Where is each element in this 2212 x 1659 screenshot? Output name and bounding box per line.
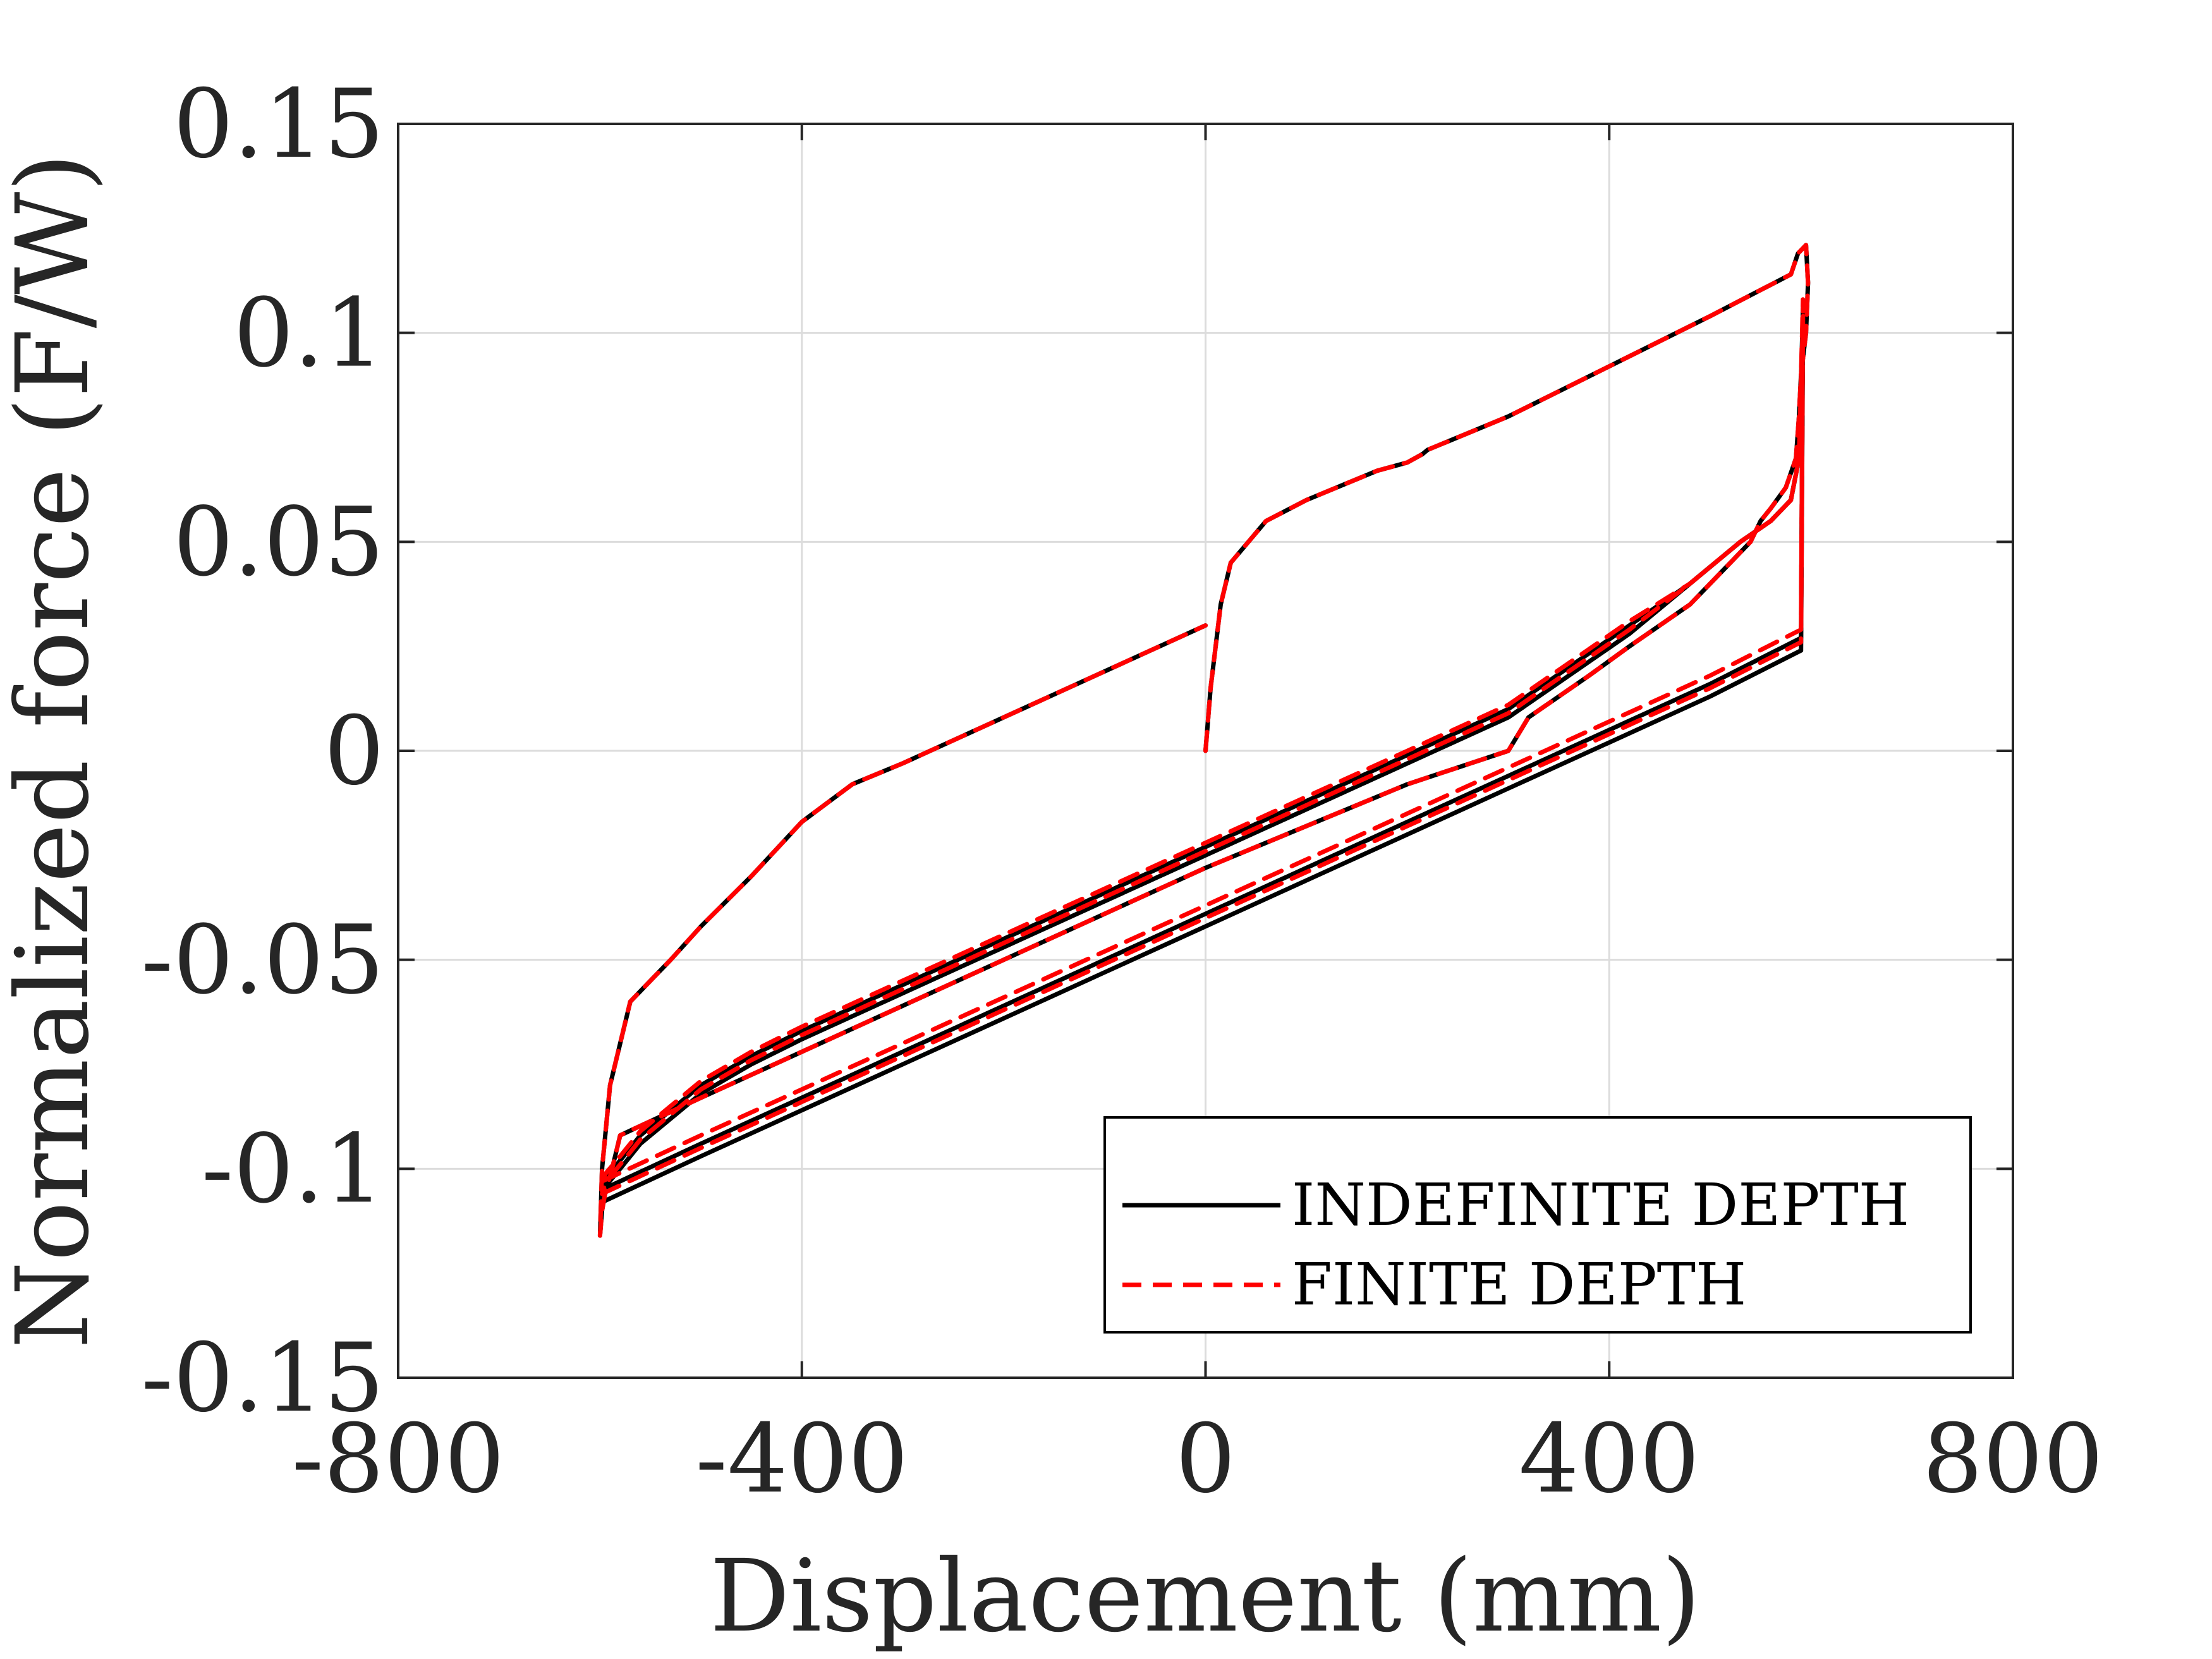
y-tick-label: -0.05 (141, 906, 384, 1016)
y-tick-label: 0 (324, 696, 384, 806)
x-tick-label: -800 (292, 1404, 505, 1514)
plot-curves (597, 243, 1811, 1238)
axis-ticks (397, 123, 2014, 1379)
x-tick-label: 800 (1923, 1404, 2103, 1514)
y-tick-label: -0.1 (202, 1114, 384, 1224)
legend-box (1103, 1116, 1972, 1334)
x-tick-label: 0 (1176, 1404, 1236, 1514)
x-tick-label: 400 (1519, 1404, 1699, 1514)
x-axis-label: Displacement (mm) (710, 1538, 1701, 1655)
legend-label-finite-depth: FINITE DEPTH (1292, 1251, 1746, 1318)
y-tick-label: 0.15 (173, 70, 384, 179)
x-tick-label: -400 (695, 1404, 908, 1514)
legend-label-indefinite-depth: INDEFINITE DEPTH (1292, 1171, 1909, 1239)
y-tick-label: 0.1 (233, 279, 384, 389)
tick-labels: -800 -400 0 400 800 -0.15 -0.1 -0.05 0 0.05 0.1 0.1… (141, 70, 2103, 1514)
y-tick-label: 0.05 (173, 487, 384, 597)
series-line-finite-depth-loop-1 (597, 243, 1811, 1238)
legend: INDEFINITE DEPTH FINITE DEPTH (1103, 1116, 1972, 1334)
y-axis-label: Normalized force (F/W) (0, 153, 111, 1349)
series-line-finite-depth-loop-3 (600, 297, 1806, 1184)
y-tick-label: -0.15 (141, 1323, 384, 1433)
